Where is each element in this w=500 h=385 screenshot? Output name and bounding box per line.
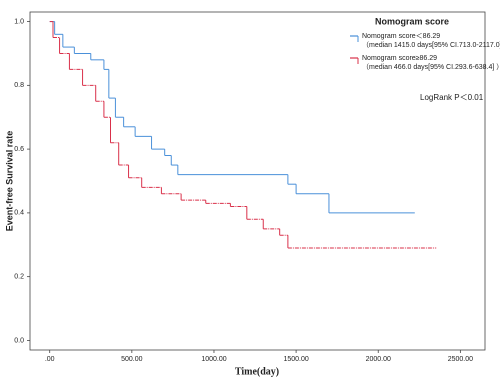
plot-frame [29, 11, 486, 351]
y-tick-label: 0.2 [14, 274, 24, 281]
y-tick-label: 0.6 [14, 146, 24, 153]
x-tick-label: 2000.00 [366, 356, 391, 363]
legend-label: Nomogram score＜86.29 [362, 33, 440, 40]
y-tick-label: 1.0 [14, 18, 24, 25]
x-tick-label: 1500.00 [283, 356, 308, 363]
y-tick-label: 0.0 [14, 337, 24, 344]
x-tick-label: 1000.00 [201, 356, 226, 363]
x-tick-label: 500.00 [121, 356, 143, 363]
annotation: LogRank P＜0.01 [420, 93, 484, 102]
legend-label: Nomogram score≥86.29 [362, 55, 437, 62]
x-tick-label: 2500.00 [448, 356, 473, 363]
y-axis-label: Event-free Survival rate [4, 131, 14, 232]
y-tick-label: 0.4 [14, 210, 24, 217]
legend-title: Nomogram score [375, 16, 449, 26]
y-tick-label: 0.8 [14, 82, 24, 89]
x-axis-label: Time(day) [235, 366, 279, 377]
legend-detail: （median 466.0 days[95% CI.293.6-638.4] ） [362, 63, 500, 71]
legend-detail: （median 1415.0 days[95% CI.713.0-2117.0]… [362, 41, 500, 49]
x-tick-label: .00 [45, 356, 55, 363]
